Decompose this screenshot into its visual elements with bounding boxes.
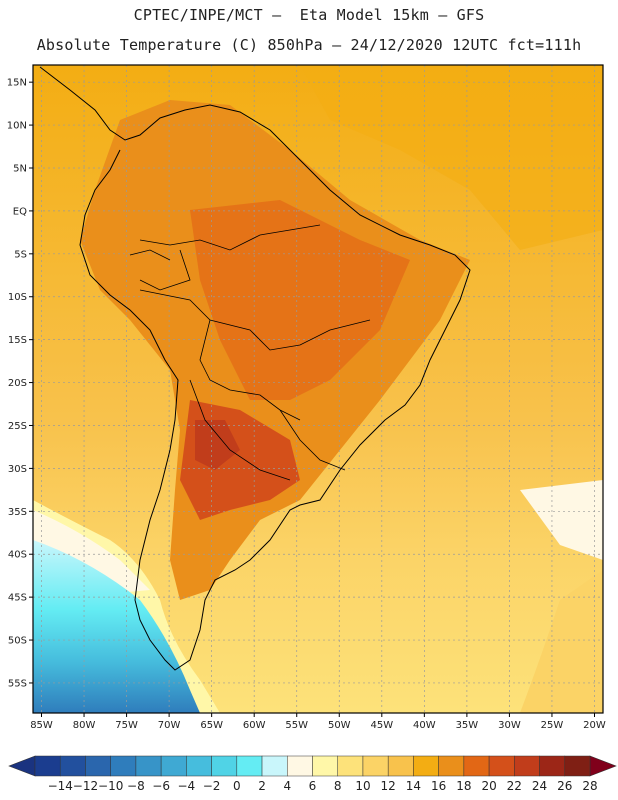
lon-tick-label: 40W [413, 720, 436, 731]
lon-tick-label: 50W [328, 720, 351, 731]
colorbar-swatch [438, 755, 465, 777]
temperature-colorbar: −14 −12 −10 −8 −6 −4 −2 0 2 4 6 8 10 12 14 16 18 20 22 24 26… [8, 755, 617, 793]
map-frame [32, 64, 604, 714]
lon-tick-label: 65W [200, 720, 223, 731]
lon-tick-label: 55W [285, 720, 308, 731]
lat-tick-label: 15N [7, 78, 27, 89]
colorbar-label: −14 [48, 779, 73, 793]
colorbar-swatch [488, 755, 515, 777]
colorbar-swatch [186, 755, 212, 777]
colorbar-label: −2 [203, 779, 221, 793]
colorbar-label: 2 [258, 779, 266, 793]
colorbar-swatch [59, 755, 86, 777]
lat-tick-label: EQ [13, 206, 27, 217]
colorbar-label: 24 [532, 779, 547, 793]
colorbar-label: 6 [309, 779, 317, 793]
lat-tick-label: 35S [8, 507, 27, 518]
lat-tick-label: 5N [13, 163, 27, 174]
colorbar-label: 28 [582, 779, 597, 793]
colorbar-swatch [34, 755, 61, 777]
lon-tick-label: 60W [243, 720, 266, 731]
colorbar-label: 16 [431, 779, 446, 793]
colorbar-swatch [236, 755, 263, 777]
colorbar-label: 18 [456, 779, 471, 793]
lat-tick-label: 50S [8, 636, 27, 647]
colorbar-swatch [539, 755, 566, 777]
lon-tick-label: 85W [30, 720, 53, 731]
colorbar-swatch [387, 755, 414, 777]
lon-tick-label: 80W [73, 720, 96, 731]
colorbar-swatch [135, 755, 162, 777]
lat-tick-label: 45S [8, 593, 27, 604]
colorbar-label: 26 [557, 779, 572, 793]
colorbar-label: 0 [233, 779, 241, 793]
colorbar-label: 22 [507, 779, 522, 793]
colorbar-swatch [337, 755, 364, 777]
lon-tick-label: 25W [541, 720, 564, 731]
colorbar-label: −8 [127, 779, 145, 793]
colorbar-swatch [564, 755, 591, 777]
lon-tick-label: 30W [498, 720, 521, 731]
lat-tick-label: 40S [8, 550, 27, 561]
colorbar-label: 8 [334, 779, 342, 793]
lat-lon-grid [33, 65, 603, 713]
colorbar-label: 10 [355, 779, 370, 793]
colorbar-swatch [463, 755, 490, 777]
colorbar-label: −4 [178, 779, 196, 793]
colorbar-swatch [85, 755, 111, 777]
colorbar-swatch [362, 755, 389, 777]
colorbar-swatch [514, 755, 540, 777]
colorbar-swatch [312, 755, 338, 777]
colorbar-label: −10 [98, 779, 123, 793]
colorbar-high-arrow [589, 755, 617, 777]
colorbar-label: 4 [283, 779, 291, 793]
colorbar-swatch [110, 755, 137, 777]
colorbar-swatch [413, 755, 439, 777]
lat-tick-label: 10N [7, 121, 27, 132]
colorbar-swatch [211, 755, 238, 777]
longitude-axis: 85W 80W 75W 70W 65W 60W 55W 50W 45W 40W 35W 30W 25W 2… [30, 713, 606, 731]
colorbar-label: 20 [481, 779, 496, 793]
colorbar-label: −6 [152, 779, 170, 793]
temperature-field [33, 65, 603, 713]
lon-tick-label: 75W [115, 720, 138, 731]
lon-tick-label: 35W [456, 720, 479, 731]
lon-tick-label: 45W [370, 720, 393, 731]
lon-tick-label: 20W [583, 720, 606, 731]
colorbar-label: 12 [381, 779, 396, 793]
colorbar-low-arrow [8, 755, 36, 777]
colorbar-label: 14 [406, 779, 421, 793]
latitude-axis: 15N 10N 5N EQ 5S 10S 15S 20S 25S 30S 35S 40S 45S 50S 5… [7, 78, 33, 689]
map-title: CPTEC/INPE/MCT – Eta Model 15km – GFS [133, 6, 485, 24]
lat-tick-label: 5S [14, 249, 27, 260]
lat-tick-label: 25S [8, 421, 27, 432]
lat-tick-label: 10S [8, 292, 27, 303]
lat-tick-label: 55S [8, 678, 27, 689]
colorbar-swatch [287, 755, 313, 777]
map-subtitle: Absolute Temperature (C) 850hPa – 24/12/… [36, 36, 582, 54]
lon-tick-label: 70W [158, 720, 181, 731]
lat-tick-label: 15S [8, 335, 27, 346]
colorbar-swatch [261, 755, 288, 777]
south-america-coastline [39, 66, 471, 671]
colorbar-swatch [160, 755, 187, 777]
country-borders [129, 224, 371, 481]
lat-tick-label: 30S [8, 464, 27, 475]
lat-tick-label: 20S [8, 378, 27, 389]
colorbar-label: −12 [73, 779, 98, 793]
